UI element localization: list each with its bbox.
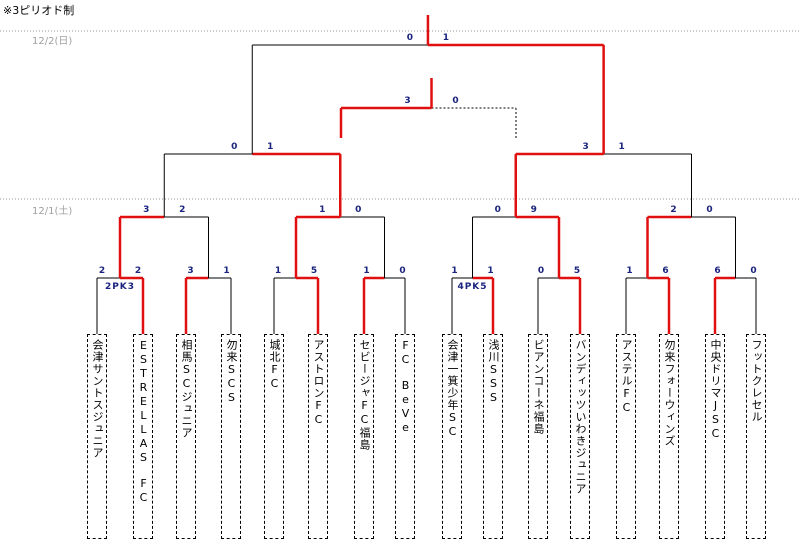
team-box: アステルFC [616, 334, 636, 539]
team-box: 勿来SCS [221, 334, 241, 539]
team-name: 城北FC [268, 339, 281, 391]
team-name: 会津一箕少年SC [446, 339, 459, 439]
round2-match-2-score-right: 0 [355, 205, 361, 215]
team-name: セビージャFC福島 [358, 339, 371, 451]
team-name: FC BeVe [399, 339, 412, 435]
date-label-first-day: 12/1(土) [32, 206, 73, 217]
team-box: 相馬SCジュニア [176, 334, 196, 539]
team-box: 城北FC [264, 334, 284, 539]
round2-match-1-score-left: 3 [143, 205, 149, 215]
round1-match-2-score-left: 3 [187, 266, 193, 276]
round2-match-1-score-right: 2 [179, 205, 185, 215]
team-box: 浅川SSS [483, 334, 503, 539]
round1-match-8-score-right: 0 [750, 266, 756, 276]
tournament-note: ※3ピリオド制 [3, 4, 75, 17]
team-box: FC BeVe [395, 334, 415, 539]
team-box: 会津一箕少年SC [442, 334, 462, 539]
round1-match-1-score-left: 2 [99, 266, 105, 276]
team-name: フットクレセル [750, 339, 763, 423]
team-name: 中央ドリマJSC [709, 339, 722, 441]
semifinal-2-score-right: 1 [618, 142, 624, 152]
team-name: 浅川SSS [487, 339, 500, 405]
team-box: 中央ドリマJSC [705, 334, 725, 539]
team-name: バンディッツいわきジュニア [574, 339, 587, 495]
team-box: ビアンコーネ福島 [528, 334, 548, 539]
round2-match-4-score-left: 2 [670, 205, 676, 215]
team-box: 会津サントスジュニア [87, 334, 107, 539]
round2-match-2-score-left: 1 [319, 205, 325, 215]
round1-match-6-score-right: 5 [574, 266, 580, 276]
team-box: ESTRELLAS FC [133, 334, 153, 539]
round1-match-5-score-left: 1 [451, 266, 457, 276]
final-score-right: 1 [443, 33, 449, 43]
team-name: ビアンコーネ福島 [532, 339, 545, 435]
round1-match-5-pk-result: 4PK5 [457, 282, 487, 292]
round1-match-3-score-right: 5 [311, 266, 317, 276]
round1-match-7-score-right: 6 [662, 266, 668, 276]
round1-match-2-score-right: 1 [223, 266, 229, 276]
round1-match-8-score-left: 6 [714, 266, 720, 276]
team-box: 勿来フォーウィンズ [659, 334, 679, 539]
round1-match-4-score-right: 0 [399, 266, 405, 276]
third-place-score-right: 0 [452, 96, 458, 106]
round1-match-1-pk-result: 2PK3 [105, 282, 135, 292]
semifinal-1-score-right: 1 [267, 142, 273, 152]
team-box: セビージャFC福島 [354, 334, 374, 539]
team-name: アステルFC [620, 339, 633, 415]
round1-match-1-score-right: 2 [135, 266, 141, 276]
semifinal-2-score-left: 3 [582, 142, 588, 152]
team-box: フットクレセル [746, 334, 766, 539]
semifinal-1-score-left: 0 [231, 142, 237, 152]
team-box: バンディッツいわきジュニア [570, 334, 590, 539]
round1-match-5-score-right: 1 [487, 266, 493, 276]
round1-match-3-score-left: 1 [275, 266, 281, 276]
round2-match-3-score-left: 0 [495, 205, 501, 215]
round1-match-6-score-left: 0 [538, 266, 544, 276]
team-name: 勿来SCS [225, 339, 238, 405]
round1-match-4-score-left: 1 [363, 266, 369, 276]
round1-match-7-score-left: 1 [626, 266, 632, 276]
date-label-final-day: 12/2(日) [32, 36, 73, 47]
third-place-score-left: 3 [404, 96, 410, 106]
round2-match-4-score-right: 0 [706, 205, 712, 215]
team-name: 勿来フォーウィンズ [663, 339, 676, 447]
team-name: 相馬SCジュニア [180, 339, 193, 439]
round2-match-3-score-right: 9 [531, 205, 537, 215]
team-box: アストロンFC [308, 334, 328, 539]
bracket-lines [96, 15, 757, 334]
final-score-left: 0 [407, 33, 413, 43]
team-name: ESTRELLAS FC [137, 339, 150, 505]
team-name: 会津サントスジュニア [91, 339, 104, 459]
team-name: アストロンFC [312, 339, 325, 427]
